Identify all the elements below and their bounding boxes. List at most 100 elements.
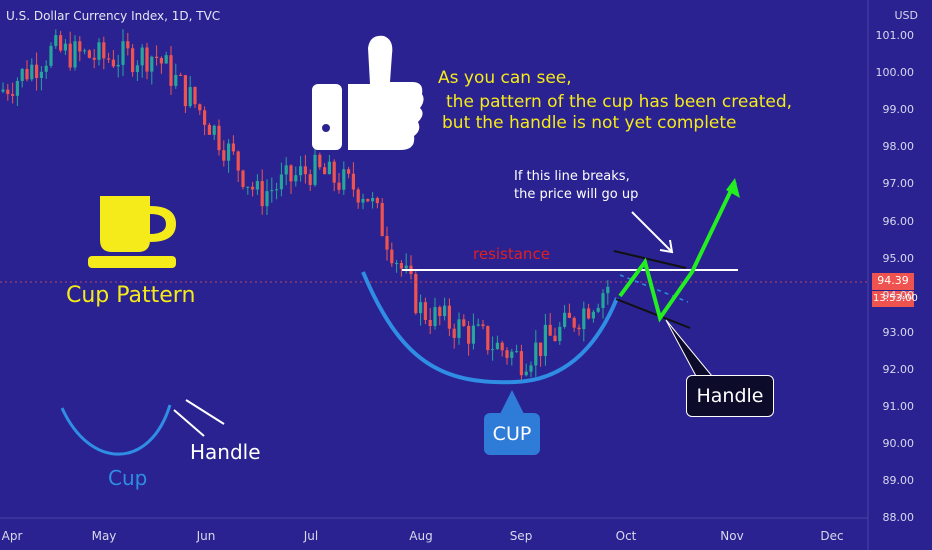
candle-body bbox=[25, 68, 29, 80]
price-axis-tick: 94.00 bbox=[882, 288, 915, 302]
handle-callout: Handle bbox=[686, 375, 774, 417]
candle-body bbox=[1, 89, 5, 92]
candle-body bbox=[107, 58, 111, 60]
intro-note-line2: the pattern of the cup has been created, bbox=[446, 92, 793, 112]
time-axis-tick: Sep bbox=[509, 529, 533, 543]
projection-arrow bbox=[618, 181, 737, 323]
candle-body bbox=[164, 55, 168, 64]
candle-body bbox=[251, 186, 255, 190]
cup-callout: CUP bbox=[484, 413, 540, 455]
candle-body bbox=[140, 47, 144, 66]
candle-body bbox=[587, 308, 591, 319]
candle-body bbox=[44, 65, 48, 72]
candle-body bbox=[78, 41, 82, 52]
candle-body bbox=[591, 311, 595, 319]
candle-body bbox=[35, 64, 39, 78]
last-price-tag-bg bbox=[872, 273, 914, 290]
candle-body bbox=[524, 371, 528, 376]
candle-body bbox=[323, 167, 327, 175]
candle-body bbox=[467, 325, 471, 344]
candle-body bbox=[212, 125, 216, 135]
candle-body bbox=[567, 312, 571, 318]
countdown-tag: 13:53:00 bbox=[873, 293, 918, 304]
candle-body bbox=[6, 89, 10, 95]
candle-body bbox=[563, 312, 567, 327]
candle-body bbox=[356, 189, 360, 203]
time-axis-tick: Nov bbox=[720, 529, 744, 543]
legend-handle-line-1 bbox=[173, 409, 205, 437]
candle-body bbox=[198, 104, 202, 111]
candle-body bbox=[92, 57, 96, 60]
candle-body bbox=[337, 182, 341, 190]
candle-body bbox=[462, 319, 466, 326]
candle-body bbox=[572, 317, 576, 328]
candle-body bbox=[102, 42, 106, 59]
candle-body bbox=[371, 198, 375, 202]
candle-body bbox=[159, 57, 163, 64]
intro-note-line3: but the handle is not yet complete bbox=[442, 113, 737, 133]
candle-body bbox=[155, 56, 159, 58]
candle-body bbox=[207, 124, 211, 135]
candle-body bbox=[222, 150, 226, 161]
candle-body bbox=[529, 365, 533, 372]
candle-body bbox=[135, 65, 139, 73]
candle-body bbox=[183, 75, 187, 107]
last-price-tag: 94.39 bbox=[877, 274, 909, 287]
candle-body bbox=[255, 181, 259, 190]
candle-body bbox=[11, 94, 15, 96]
candle-body bbox=[73, 41, 77, 68]
candle-body bbox=[385, 236, 389, 250]
chart-title: U.S. Dollar Currency Index, 1D, TVC bbox=[6, 9, 221, 23]
candle-body bbox=[519, 351, 523, 376]
candle-body bbox=[452, 328, 456, 338]
pointer-arrowhead bbox=[659, 239, 674, 254]
candle-body bbox=[395, 263, 399, 265]
candle-body bbox=[289, 165, 293, 182]
candle-body bbox=[380, 203, 384, 237]
candle-body bbox=[49, 45, 53, 66]
candle-body bbox=[68, 43, 72, 68]
candle-body bbox=[299, 166, 303, 176]
candle-body bbox=[97, 42, 101, 60]
price-axis-tick: 98.00 bbox=[882, 140, 915, 154]
candle-body bbox=[231, 143, 235, 152]
handle-upper-line bbox=[613, 250, 687, 269]
candle-body bbox=[419, 302, 423, 314]
candle-body bbox=[227, 143, 231, 161]
cup-curve bbox=[361, 271, 619, 385]
candle-body bbox=[606, 286, 610, 294]
candle-body bbox=[270, 190, 274, 192]
candle-body bbox=[241, 170, 245, 187]
time-axis-tick: Apr bbox=[1, 529, 23, 543]
candle-body bbox=[63, 43, 67, 51]
thumbs-up-icon bbox=[312, 35, 424, 150]
candle-body bbox=[375, 198, 379, 204]
candle-body bbox=[433, 307, 437, 327]
candle-body bbox=[150, 56, 154, 72]
break-note-line2: the price will go up bbox=[514, 187, 639, 202]
candle-body bbox=[265, 191, 269, 207]
candle-body bbox=[443, 305, 447, 317]
price-axis-tick: 100.00 bbox=[875, 66, 915, 80]
candle-body bbox=[543, 324, 547, 356]
candle-body bbox=[476, 324, 480, 326]
candle-body bbox=[500, 342, 504, 351]
candle-body bbox=[457, 319, 461, 338]
candle-body bbox=[217, 125, 221, 151]
candle-body bbox=[284, 165, 288, 175]
currency-label: USD bbox=[894, 9, 918, 22]
time-axis-tick: Dec bbox=[820, 529, 844, 543]
candle-body bbox=[279, 174, 283, 190]
candle-body bbox=[414, 274, 418, 314]
pointer-arrow bbox=[631, 211, 673, 253]
candle-body bbox=[491, 349, 495, 351]
candle-body bbox=[313, 154, 317, 185]
price-axis-tick: 95.00 bbox=[882, 251, 915, 265]
candle-body bbox=[399, 263, 403, 269]
candle-body bbox=[428, 319, 432, 327]
candle-body bbox=[30, 64, 34, 80]
time-axis-tick: Oct bbox=[615, 529, 637, 543]
candle-body bbox=[275, 189, 279, 191]
candle-body bbox=[438, 307, 442, 317]
